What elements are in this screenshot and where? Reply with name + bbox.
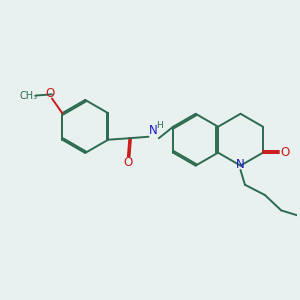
Text: N: N — [236, 158, 245, 171]
Text: O: O — [46, 87, 55, 100]
Text: H: H — [156, 121, 163, 130]
Text: CH₃: CH₃ — [19, 91, 38, 100]
Text: O: O — [123, 156, 133, 169]
Text: O: O — [280, 146, 290, 159]
Text: N: N — [149, 124, 158, 137]
